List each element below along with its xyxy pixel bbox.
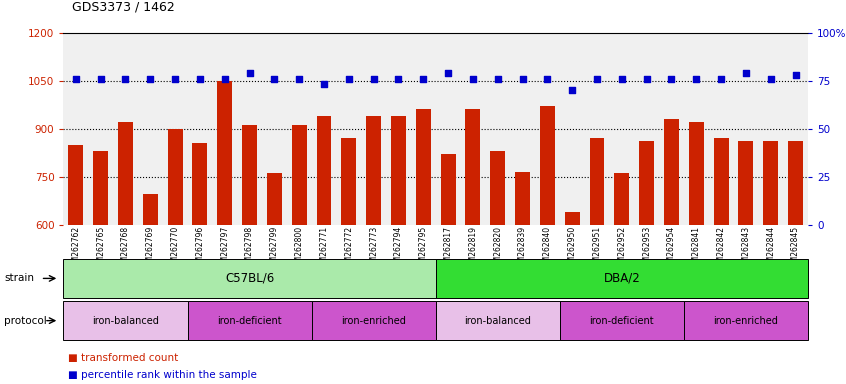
Bar — [441, 154, 455, 225]
Bar — [640, 141, 654, 225]
Bar — [540, 106, 555, 225]
Point — [392, 76, 405, 82]
Point — [267, 76, 281, 82]
Bar — [267, 174, 282, 225]
Bar — [168, 129, 183, 225]
Text: iron-balanced: iron-balanced — [464, 316, 531, 326]
Text: iron-enriched: iron-enriched — [713, 316, 778, 326]
Text: C57BL/6: C57BL/6 — [225, 272, 274, 285]
Point — [541, 76, 554, 82]
Bar — [242, 126, 257, 225]
Text: iron-deficient: iron-deficient — [590, 316, 654, 326]
Bar — [69, 145, 83, 225]
Text: ■ transformed count: ■ transformed count — [68, 353, 178, 363]
Bar — [788, 141, 803, 225]
Point — [764, 76, 777, 82]
Point — [193, 76, 206, 82]
Bar — [93, 151, 108, 225]
Bar — [689, 122, 704, 225]
Point — [665, 76, 678, 82]
Point — [442, 70, 455, 76]
Bar — [465, 109, 481, 225]
Point — [491, 76, 504, 82]
Point — [94, 76, 107, 82]
Bar — [316, 116, 332, 225]
Bar — [565, 212, 580, 225]
Bar — [118, 122, 133, 225]
Point — [689, 76, 703, 82]
Text: DBA/2: DBA/2 — [603, 272, 640, 285]
Bar — [292, 126, 306, 225]
Bar — [391, 116, 406, 225]
Text: GDS3373 / 1462: GDS3373 / 1462 — [72, 0, 174, 13]
Text: iron-balanced: iron-balanced — [92, 316, 159, 326]
Text: ■ percentile rank within the sample: ■ percentile rank within the sample — [68, 370, 256, 380]
Text: iron-deficient: iron-deficient — [217, 316, 282, 326]
Bar — [664, 119, 678, 225]
Point — [466, 76, 480, 82]
Point — [367, 76, 381, 82]
Bar — [416, 109, 431, 225]
Text: iron-enriched: iron-enriched — [341, 316, 406, 326]
Bar — [590, 138, 604, 225]
Bar — [143, 194, 157, 225]
Bar — [614, 174, 629, 225]
Point — [714, 76, 728, 82]
Point — [565, 87, 579, 93]
Point — [69, 76, 83, 82]
Point — [640, 76, 653, 82]
Text: protocol: protocol — [4, 316, 47, 326]
Bar — [217, 81, 232, 225]
Bar — [739, 141, 753, 225]
Point — [739, 70, 753, 76]
Bar — [763, 141, 778, 225]
Bar — [714, 138, 728, 225]
Point — [788, 72, 802, 78]
Bar — [515, 172, 530, 225]
Point — [591, 76, 604, 82]
Bar — [342, 138, 356, 225]
Text: strain: strain — [4, 273, 34, 283]
Point — [144, 76, 157, 82]
Point — [615, 76, 629, 82]
Point — [168, 76, 182, 82]
Bar — [366, 116, 381, 225]
Point — [416, 76, 430, 82]
Point — [218, 76, 232, 82]
Point — [118, 76, 132, 82]
Point — [516, 76, 530, 82]
Point — [243, 70, 256, 76]
Point — [317, 81, 331, 88]
Bar — [193, 143, 207, 225]
Bar — [491, 151, 505, 225]
Point — [342, 76, 355, 82]
Point — [293, 76, 306, 82]
